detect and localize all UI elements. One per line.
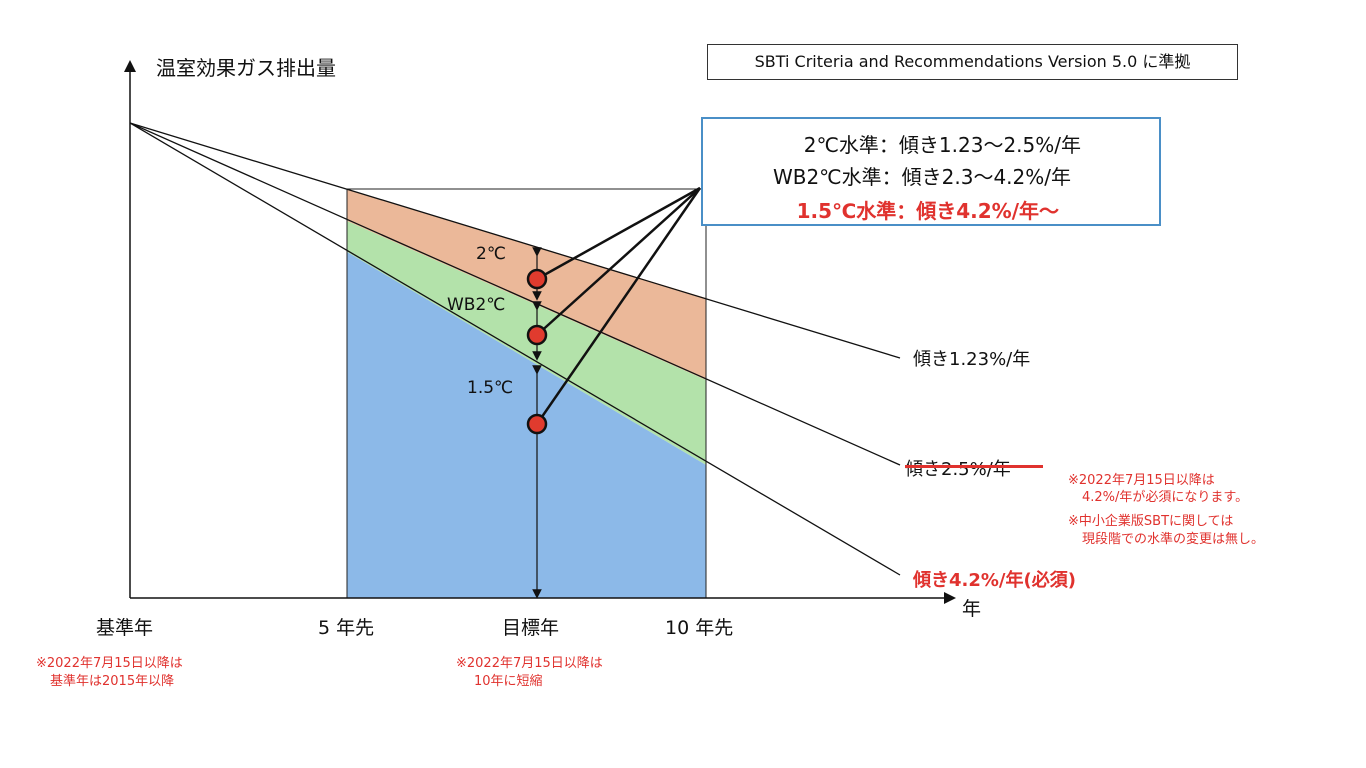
slope-line-2-5: [129, 122, 901, 466]
x-tick-10-years: 10 年先: [665, 617, 734, 639]
threshold-info-box: 2℃水準：傾き1.23〜2.5%/年 WB2℃水準：傾き2.3〜4.2%/年 1…: [701, 117, 1161, 226]
note-base-1: ※2022年7月15日以降は: [36, 656, 183, 671]
info-2c: 2℃水準：傾き1.23〜2.5%/年: [803, 133, 1081, 157]
slope-label-1-23: 傾き1.23%/年: [913, 349, 1031, 370]
strikethrough-line: [905, 465, 1043, 468]
marker-wb2c: [526, 324, 548, 346]
band-15c: [347, 252, 706, 598]
criteria-note: SBTi Criteria and Recommendations Versio…: [707, 44, 1238, 80]
band-label-2c: 2℃: [476, 244, 506, 264]
note-target-2: 10年に短縮: [474, 674, 543, 689]
leader-line-wb2c: [536, 187, 701, 336]
x-tick-target-year: 目標年: [502, 617, 560, 639]
band-wb2c: [347, 221, 706, 465]
band-2c: [347, 189, 706, 380]
x-tick-5-years: 5 年先: [318, 617, 375, 639]
marker-15c: [526, 413, 548, 435]
leader-line-15c: [535, 187, 702, 425]
y-axis-title: 温室効果ガス排出量: [156, 56, 336, 80]
note-target-1: ※2022年7月15日以降は: [456, 656, 603, 671]
slope-line-4-2: [129, 122, 901, 576]
info-wb2c: WB2℃水準：傾き2.3〜4.2%/年: [772, 165, 1071, 189]
x-axis-title: 年: [962, 598, 982, 620]
note-right-1: ※2022年7月15日以降は: [1068, 473, 1215, 488]
note-right-4: 現段階での水準の変更は無し。: [1082, 532, 1265, 547]
note-base-2: 基準年は2015年以降: [50, 674, 175, 689]
x-tick-base-year: 基準年: [96, 617, 154, 639]
band-label-wb2c: WB2℃: [447, 295, 506, 315]
marker-2c: [526, 268, 548, 290]
slope-label-2-5: 傾き2.5%/年: [905, 459, 1011, 480]
note-right-3: ※中小企業版SBTに関しては: [1068, 514, 1234, 529]
slope-label-4-2: 傾き4.2%/年(必須): [913, 570, 1076, 591]
leader-line-2c: [536, 186, 701, 281]
note-right-2: 4.2%/年が必須になります。: [1082, 490, 1249, 505]
slope-line-1-23: [129, 122, 901, 359]
info-15c: 1.5℃水準：傾き4.2%/年〜: [796, 199, 1059, 223]
band-label-15c: 1.5℃: [467, 378, 514, 398]
